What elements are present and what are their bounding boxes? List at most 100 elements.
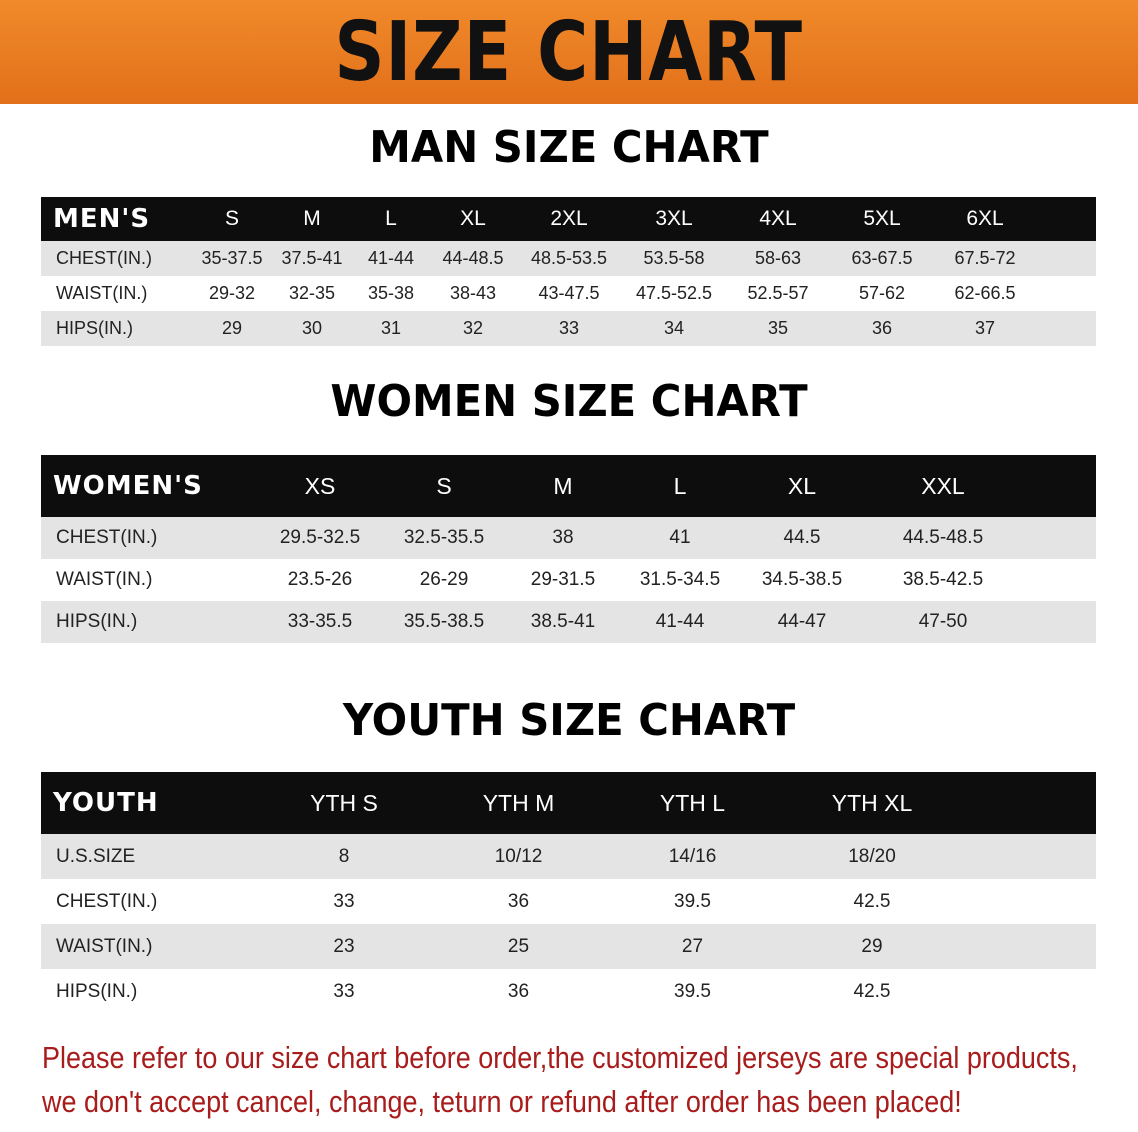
women-section-title: WOMEN SIZE CHART — [330, 376, 808, 427]
table-cell: 35 — [767, 318, 789, 338]
size-header-cell: M — [303, 207, 321, 230]
page-title: SIZE CHART — [334, 4, 804, 100]
table-cell: 39.5 — [674, 890, 711, 912]
measurement-label: HIPS(IN.) — [56, 318, 134, 338]
table-cell: 38 — [552, 527, 574, 548]
table-cell: 63-67.5 — [851, 248, 913, 268]
table-cell: 29-31.5 — [530, 569, 596, 590]
table-row: U.S.SIZE 8 10/12 14/16 18/20 — [41, 834, 1096, 879]
size-header-cell: XL — [787, 472, 817, 499]
table-cell: 43-47.5 — [538, 283, 600, 303]
table-cell: 48.5-53.5 — [530, 248, 608, 268]
table-cell: 36 — [507, 890, 530, 912]
table-header-row: YOUTH YTH S YTH M YTH L YTH XL — [41, 772, 1096, 834]
table-cell: 14/16 — [668, 845, 717, 867]
size-header-cell: XS — [304, 472, 336, 499]
table-cell: 18/20 — [848, 845, 896, 867]
measurement-label: WAIST(IN.) — [56, 569, 153, 590]
measurement-label: WAIST(IN.) — [56, 283, 148, 303]
table-cell: 41 — [669, 527, 691, 548]
table-cell: 8 — [338, 845, 350, 867]
size-header-cell: 3XL — [655, 207, 693, 230]
youth-size-table: YOUTH YTH S YTH M YTH L YTH XL U.S.SIZE 8 10/12… — [41, 772, 1096, 1014]
table-cell: 29.5-32.5 — [279, 527, 361, 548]
table-cell: 29 — [861, 935, 883, 957]
size-header-cell: XL — [460, 207, 486, 230]
table-cell: 53.5-58 — [643, 248, 705, 268]
table-cell: 25 — [507, 935, 530, 957]
table-cell: 41-44 — [367, 248, 415, 268]
size-header-cell: 6XL — [966, 207, 1004, 230]
table-cell: 37.5-41 — [281, 248, 343, 268]
table-cell: 44.5-48.5 — [902, 527, 984, 548]
table-cell: 10/12 — [494, 845, 543, 867]
table-category-label: MEN'S — [53, 204, 151, 234]
table-category-label: WOMEN'S — [53, 471, 203, 501]
measurement-label: CHEST(IN.) — [56, 248, 152, 268]
table-cell: 31 — [380, 318, 402, 338]
table-cell: 38.5-41 — [530, 611, 596, 632]
order-notice: Please refer to our size chart before or… — [42, 1036, 1121, 1124]
table-cell: 36 — [871, 318, 893, 338]
measurement-label: CHEST(IN.) — [56, 890, 158, 912]
table-cell: 44.5 — [783, 527, 821, 548]
table-row: CHEST(IN.) 29.5-32.5 32.5-35.5 38 41 44.5 44.5… — [41, 517, 1096, 559]
table-cell: 38-43 — [449, 283, 497, 303]
table-cell: 29-32 — [208, 283, 256, 303]
table-cell: 67.5-72 — [954, 248, 1016, 268]
size-header-cell: 4XL — [759, 207, 797, 230]
table-cell: 27 — [681, 935, 704, 957]
table-cell: 34.5-38.5 — [761, 569, 843, 590]
table-cell: 30 — [301, 318, 323, 338]
table-cell: 33-35.5 — [287, 611, 353, 632]
table-cell: 58-63 — [754, 248, 802, 268]
table-cell: 35.5-38.5 — [403, 611, 485, 632]
table-cell: 23 — [333, 935, 355, 957]
men-size-table: MEN'S S M L XL 2XL 3XL 4XL 5XL 6XL CHEST(IN.) 35-37… — [41, 197, 1096, 346]
table-category-label: YOUTH — [53, 788, 159, 818]
size-header-cell: YTH L — [659, 789, 726, 816]
table-row: WAIST(IN.) 23.5-26 26-29 29-31.5 31.5-34.5 34… — [41, 559, 1096, 601]
measurement-label: CHEST(IN.) — [56, 527, 158, 548]
table-row: HIPS(IN.) 33-35.5 35.5-38.5 38.5-41 41-44 44-… — [41, 601, 1096, 643]
table-row: WAIST(IN.) 29-32 32-35 35-38 38-43 43-47.5 47.… — [41, 276, 1096, 311]
table-cell: 39.5 — [674, 980, 711, 1002]
table-cell: 32-35 — [288, 283, 336, 303]
table-row: HIPS(IN.) 33 36 39.5 42.5 — [41, 969, 1096, 1014]
size-header-cell: YTH S — [310, 789, 378, 816]
table-cell: 26-29 — [419, 569, 469, 590]
table-cell: 32.5-35.5 — [403, 527, 485, 548]
table-cell: 33 — [333, 980, 355, 1002]
size-header-cell: 2XL — [550, 207, 588, 230]
table-cell: 23.5-26 — [287, 569, 353, 590]
men-section-title: MAN SIZE CHART — [369, 122, 769, 173]
size-header-cell: S — [224, 207, 239, 230]
measurement-label: HIPS(IN.) — [56, 611, 138, 632]
table-row: CHEST(IN.) 33 36 39.5 42.5 — [41, 879, 1096, 924]
table-cell: 33 — [333, 890, 355, 912]
size-header-cell: L — [385, 207, 397, 230]
size-header-cell: L — [673, 472, 687, 499]
table-cell: 44-47 — [777, 611, 827, 632]
table-cell: 34 — [663, 318, 685, 338]
measurement-label: U.S.SIZE — [56, 845, 136, 867]
table-cell: 44-48.5 — [442, 248, 504, 268]
size-header-cell: 5XL — [863, 207, 901, 230]
table-row: WAIST(IN.) 23 25 27 29 — [41, 924, 1096, 969]
size-header-cell: YTH M — [482, 789, 555, 816]
table-cell: 42.5 — [853, 980, 891, 1002]
size-header-cell: M — [553, 472, 573, 499]
table-header-row: WOMEN'S XS S M L XL XXL — [41, 455, 1096, 517]
table-cell: 47.5-52.5 — [635, 283, 713, 303]
table-cell: 38.5-42.5 — [902, 569, 984, 590]
table-row: CHEST(IN.) 35-37.5 37.5-41 41-44 44-48.5 48.5… — [41, 241, 1096, 276]
table-cell: 33 — [558, 318, 580, 338]
size-header-cell: YTH XL — [831, 789, 913, 816]
size-header-cell: S — [436, 472, 452, 499]
table-cell: 47-50 — [918, 611, 968, 632]
table-cell: 42.5 — [853, 890, 891, 912]
table-cell: 32 — [462, 318, 484, 338]
measurement-label: WAIST(IN.) — [56, 935, 153, 957]
table-header-row: MEN'S S M L XL 2XL 3XL 4XL 5XL 6XL — [41, 197, 1096, 241]
